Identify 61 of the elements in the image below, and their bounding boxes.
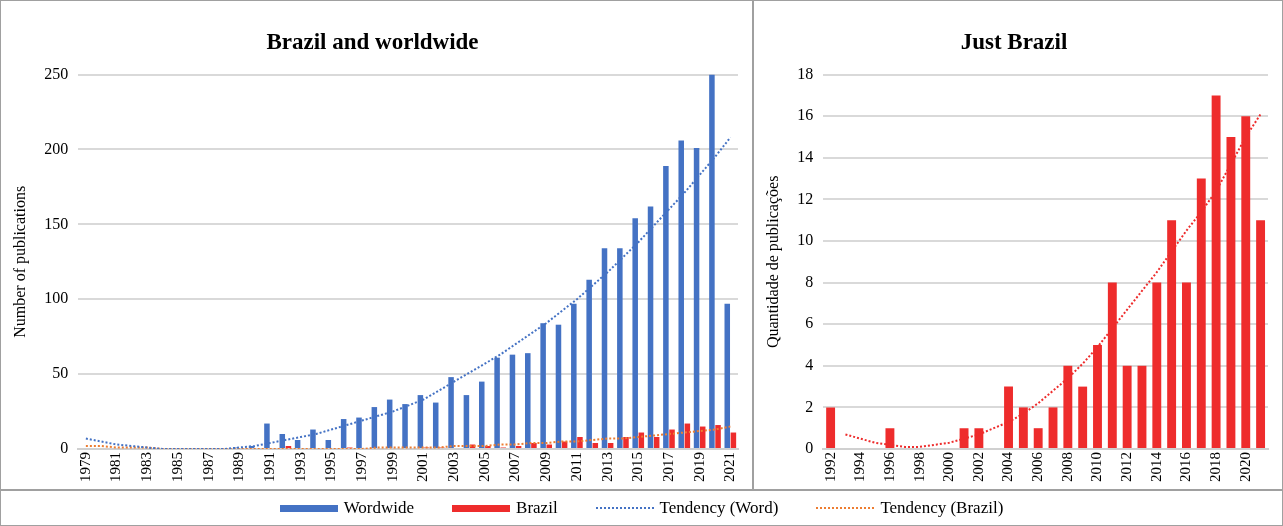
legend-label: Wordwide — [343, 498, 415, 518]
y-tick-label: 50 — [52, 364, 69, 382]
x-tick-label: 1993 — [291, 452, 308, 482]
y-tick-label: 4 — [805, 356, 814, 373]
x-tick-label: 2018 — [1207, 452, 1224, 482]
y-axis-title: Quantidade de publicações — [763, 175, 782, 348]
chart-title: Brazil and worldwide — [266, 28, 479, 54]
x-tick-label: 2017 — [659, 451, 676, 482]
y-tick-label: 200 — [44, 139, 69, 157]
x-tick-label: 2002 — [969, 452, 986, 482]
y-tick-label: 0 — [805, 439, 814, 457]
x-tick-label: 2005 — [475, 452, 492, 482]
x-tick-label: 2020 — [1236, 452, 1253, 482]
x-tick-label: 1994 — [851, 451, 868, 482]
chart-title: Just Brazil — [960, 28, 1068, 54]
x-tick-label: 1992 — [821, 452, 838, 482]
y-tick-label: 0 — [60, 439, 69, 457]
x-tick-label: 2012 — [1118, 452, 1135, 482]
x-tick-label: 2019 — [690, 452, 707, 482]
x-tick-label: 1985 — [168, 452, 185, 482]
x-tick-label: 2004 — [999, 451, 1016, 482]
y-tick-label: 14 — [797, 148, 814, 165]
x-tick-label: 1997 — [353, 451, 369, 482]
x-tick-label: 2006 — [1029, 451, 1046, 482]
x-tick-label: 2010 — [1088, 452, 1105, 482]
y-tick-label: 2 — [805, 397, 814, 415]
y-tick-label: 16 — [797, 106, 814, 124]
y-tick-label: 100 — [44, 289, 69, 307]
y-tick-label: 250 — [44, 64, 69, 82]
x-tick-label: 2011 — [567, 452, 584, 482]
x-tick-label: 2000 — [940, 452, 957, 482]
x-tick-label: 1983 — [138, 452, 155, 482]
legend-label: Tendency (Brazil) — [880, 498, 1004, 518]
x-tick-label: 2003 — [445, 452, 462, 482]
x-tick-label: 1995 — [322, 452, 339, 482]
y-tick-label: 150 — [44, 214, 69, 232]
y-tick-label: 12 — [797, 189, 814, 207]
y-tick-label: 18 — [797, 64, 814, 82]
y-axis-title: Number of publications — [10, 185, 29, 338]
x-tick-label: 2007 — [506, 451, 523, 482]
y-tick-label: 6 — [805, 314, 814, 332]
x-tick-label: 2015 — [629, 452, 646, 482]
x-tick-label: 1981 — [107, 452, 124, 482]
x-tick-label: 1979 — [76, 452, 93, 482]
x-tick-label: 1989 — [230, 452, 247, 482]
x-tick-label: 2008 — [1058, 452, 1075, 482]
x-tick-label: 2009 — [537, 452, 554, 482]
x-tick-label: 2021 — [721, 452, 738, 482]
x-tick-label: 2001 — [414, 452, 431, 482]
x-tick-label: 1999 — [383, 452, 400, 482]
x-tick-label: 1991 — [260, 452, 277, 482]
x-tick-label: 1996 — [880, 451, 897, 482]
x-tick-label: 2014 — [1147, 451, 1164, 482]
x-tick-label: 2013 — [598, 452, 615, 482]
legend-label: Brazil — [516, 498, 558, 518]
legend-label: Tendency (Word) — [659, 498, 779, 518]
x-tick-label: 1998 — [910, 452, 927, 482]
y-tick-label: 10 — [797, 231, 814, 249]
x-tick-label: 1987 — [199, 451, 216, 482]
x-tick-label: 2016 — [1177, 451, 1194, 482]
y-tick-label: 8 — [805, 272, 814, 290]
